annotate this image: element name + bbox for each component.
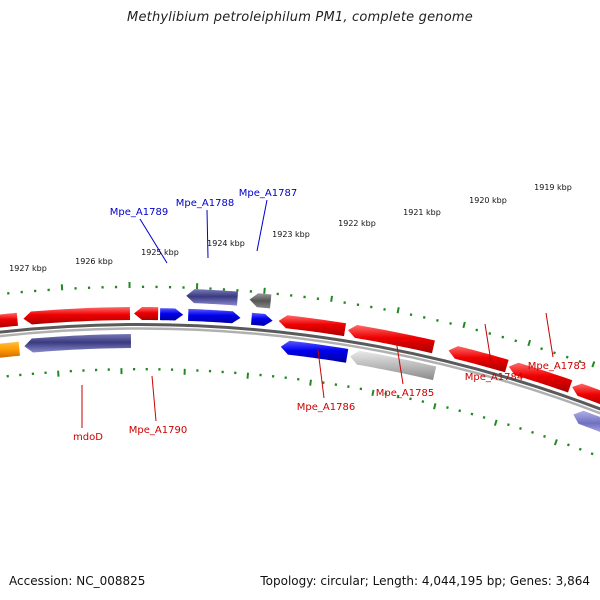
outer-scale-ticks [7,282,596,368]
minor-tick [501,335,505,339]
scale-label: 1919 kbp [534,183,572,192]
minor-tick [553,351,556,355]
leader-line [484,323,493,369]
major-tick [371,389,375,397]
scale-labels: 1927 kbp 1926 kbp 1925 kbp 1924 kbp 1923 kbp… [9,183,572,273]
gene-labels: Mpe_A1789 Mpe_A1788 Mpe_A1787 mdoD Mpe_A1790… [73,188,586,443]
gene-label: Mpe_A1783 [528,361,586,372]
gene-features [0,289,600,432]
minor-tick [514,339,518,343]
minor-tick [470,412,474,416]
gene-block-right-inner [573,410,600,432]
major-tick [433,403,437,410]
gene-label: Mpe_A1785 [376,388,434,399]
leader-line [139,218,168,264]
gene-arrow-mpe-a1784 [448,346,509,373]
gene-block-orange [0,341,20,358]
minor-tick [590,452,594,456]
scale-label: 1923 kbp [272,230,310,239]
gene-arrow-mdod [23,307,131,325]
minor-tick [449,322,452,325]
gene-label: Mpe_A1786 [297,402,355,413]
accession-text: Accession: NC_008825 [9,574,146,588]
major-tick [527,339,532,347]
scale-label: 1922 kbp [338,219,376,228]
major-tick [462,321,466,329]
minor-tick [519,426,522,430]
backbone-outer-strand [0,323,600,411]
scale-label: 1920 kbp [469,196,507,205]
minor-tick [506,423,510,427]
gene-block-mpe-a1786-inner [280,340,349,363]
gene-arrow-mpe-a1785 [348,325,435,354]
backbone-inner-strand [0,327,600,415]
gene-label: Mpe_A1790 [129,425,187,436]
minor-tick [409,397,412,401]
genome-backbone [0,323,600,415]
leader-line [395,339,404,385]
minor-tick [565,355,569,359]
scale-label: 1921 kbp [403,208,441,217]
leader-line [256,199,268,252]
gene-arrow-mpe-a1787-upper [249,293,272,309]
gene-label: Mpe_A1784 [465,372,523,383]
minor-tick [543,434,546,438]
minor-tick [540,347,543,351]
leader-line [317,349,325,399]
inner-scale-ticks [6,368,594,456]
minor-tick [475,328,479,332]
major-tick [330,295,333,302]
gene-arrow-mpe-a1783 [508,362,573,393]
leader-line [206,209,209,259]
gene-label: mdoD [73,432,103,443]
scale-label: 1924 kbp [207,239,245,248]
minor-tick [436,318,439,322]
gene-arrow-mpe-a1786 [278,315,347,337]
minor-tick [488,332,492,335]
gene-arrow-mpe-a1787 [251,312,273,326]
major-tick [553,439,558,446]
gene-block-mdod-inner [24,334,131,353]
scale-label: 1926 kbp [75,257,113,266]
label-leader-lines [81,199,554,428]
minor-tick [578,359,582,363]
major-tick [309,379,312,386]
major-tick [493,419,498,426]
major-tick [396,307,400,314]
minor-tick [396,394,400,398]
minor-tick [458,409,462,413]
gene-arrow-mpe-a1788-upper [186,289,239,306]
minor-tick [446,406,449,410]
minor-tick [421,400,425,404]
topology-summary: Topology: circular; Length: 4,044,195 bp… [260,574,590,588]
scale-label: 1925 kbp [141,248,179,257]
minor-tick [422,316,426,319]
minor-tick [566,443,570,447]
minor-tick [482,416,486,419]
gene-label: Mpe_A1787 [239,188,297,199]
gene-arrow-mpe-a1788 [188,308,241,324]
major-tick [263,287,266,294]
minor-tick [578,447,582,451]
gene-arrow-right-partial [572,383,600,405]
major-tick [591,361,596,368]
gene-block-mpe-a1785-inner [350,350,437,381]
leader-line [545,312,554,358]
gene-label: Mpe_A1788 [176,198,234,209]
leader-line [151,375,157,422]
major-tick [246,372,250,379]
minor-tick [531,430,534,434]
scale-label: 1927 kbp [9,264,47,273]
gene-arrow-mpe-a1789 [160,308,184,321]
gene-label: Mpe_A1789 [110,207,168,218]
gene-arrow-left-partial [0,312,18,328]
gene-arrow-mpe-a1790 [133,307,159,321]
map-title: Methylibium petroleiphilum PM1, complete… [127,10,473,25]
